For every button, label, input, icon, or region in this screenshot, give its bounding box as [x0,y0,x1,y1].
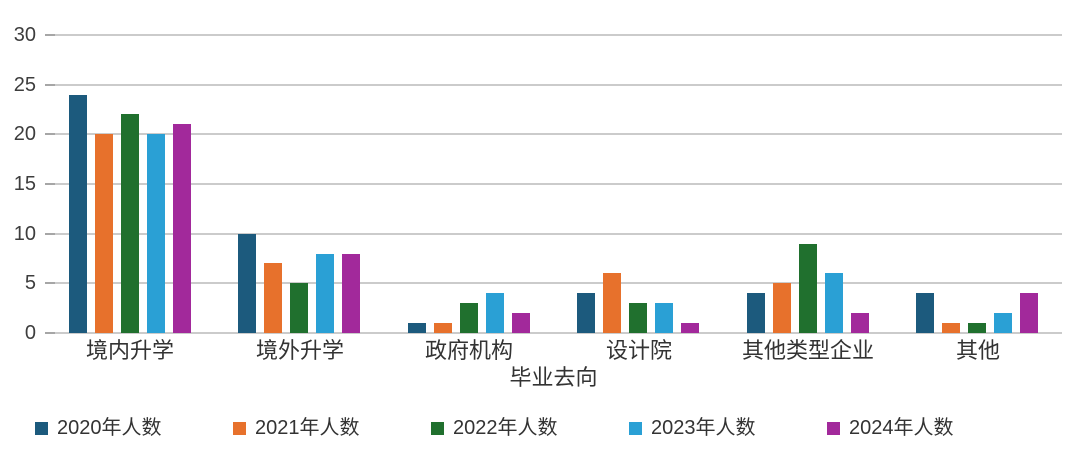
x-tick-label: 政府机构 [424,338,513,363]
gridline [45,282,1062,285]
bar-2020年人数-境外升学 [238,234,256,333]
y-tick-label: 5 [24,272,36,295]
legend-item-2020年人数: 2020年人数 [35,417,233,439]
x-tick-label: 境外升学 [255,338,344,363]
y-tick-label: 0 [24,322,36,344]
gridline [45,83,1062,86]
gridline [45,34,1062,36]
y-axis-tick [45,83,55,86]
y-tick-label: 15 [13,173,36,195]
x-tick-label: 其他类型企业 [741,338,874,363]
y-tick-label: 10 [13,222,36,245]
bar-2024年人数-其他类型企业 [851,313,869,333]
bar-2024年人数-设计院 [681,323,699,333]
bar-2022年人数-其他类型企业 [799,244,817,333]
bar-2023年人数-政府机构 [486,293,504,333]
legend-label: 2020年人数 [57,417,162,439]
y-axis-tick [45,332,55,334]
bar-2024年人数-境外升学 [342,254,360,333]
gridline [45,232,1062,235]
x-tick-label: 境内升学 [85,338,174,363]
bar-2021年人数-其他类型企业 [773,283,791,333]
bar-2023年人数-境内升学 [147,134,165,333]
y-axis-tick [45,133,55,136]
bar-2023年人数-境外升学 [316,254,334,333]
bar-2022年人数-政府机构 [460,303,478,333]
y-axis-tick [45,232,55,235]
legend-swatch-icon [35,421,48,435]
y-axis-tick [45,34,55,36]
bar-2020年人数-其他类型企业 [747,293,765,333]
x-tick-label: 设计院 [605,338,672,363]
legend-label: 2021年人数 [255,417,360,439]
bar-2021年人数-设计院 [603,273,621,333]
legend-item-2023年人数: 2023年人数 [629,417,827,439]
bar-2020年人数-设计院 [577,293,595,333]
legend-swatch-icon [233,421,246,435]
legend-label: 2024年人数 [849,417,954,439]
bar-2024年人数-其他 [1020,293,1038,333]
bar-2023年人数-其他 [994,313,1012,333]
bar-2021年人数-其他 [942,323,960,333]
legend-label: 2023年人数 [651,417,756,439]
y-axis-tick [45,282,55,285]
bar-2021年人数-政府机构 [434,323,452,333]
bar-2022年人数-设计院 [629,303,647,333]
bar-2024年人数-境内升学 [173,124,191,333]
gridline [45,332,1062,334]
bar-2023年人数-其他类型企业 [825,273,843,333]
legend-label: 2022年人数 [453,417,558,439]
bar-2023年人数-设计院 [655,303,673,333]
bar-2022年人数-境内升学 [121,114,139,333]
y-tick-label: 25 [13,73,36,96]
legend-swatch-icon [629,421,642,435]
legend-item-2022年人数: 2022年人数 [431,417,629,439]
gridline [45,183,1062,185]
legend-item-2021年人数: 2021年人数 [233,417,431,439]
bar-2022年人数-其他 [968,323,986,333]
gridline [45,133,1062,136]
y-axis-tick [45,183,55,185]
bar-2021年人数-境内升学 [95,134,113,333]
bar-2020年人数-政府机构 [408,323,426,333]
bar-2021年人数-境外升学 [264,263,282,333]
bar-2020年人数-其他 [916,293,934,333]
x-axis-title: 毕业去向 [509,365,598,390]
legend-swatch-icon [827,421,840,435]
y-tick-label: 30 [13,24,36,46]
legend-swatch-icon [431,421,444,435]
x-tick-label: 其他 [955,338,1000,363]
legend-item-2024年人数: 2024年人数 [827,417,1025,439]
y-tick-label: 20 [13,123,36,146]
bar-2024年人数-政府机构 [512,313,530,333]
bar-2022年人数-境外升学 [290,283,308,333]
legend: 2020年人数 2021年人数 2022年人数 2023年人数 2024年人数 [35,417,1025,439]
bar-2020年人数-境内升学 [69,95,87,333]
